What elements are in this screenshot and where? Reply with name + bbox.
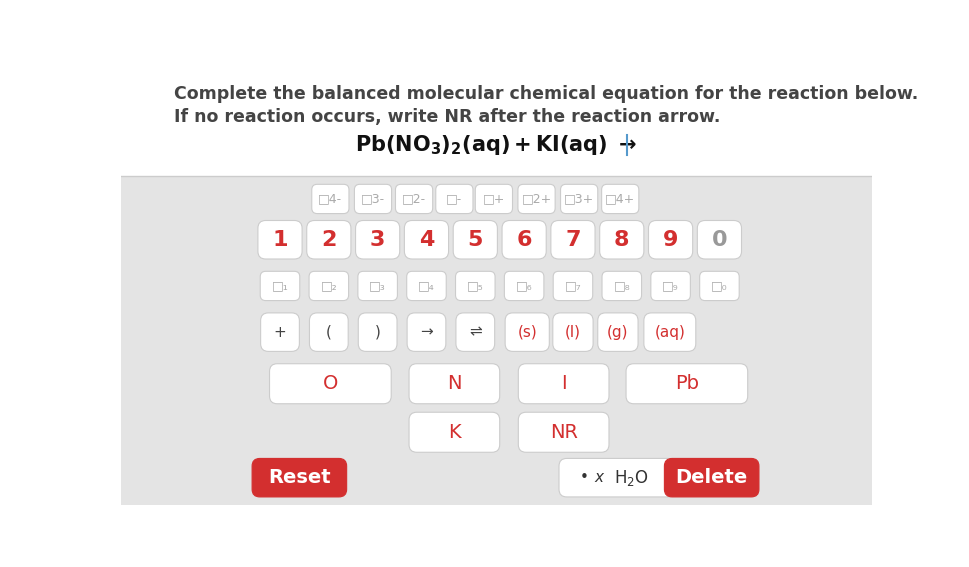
- Text: □3+: □3+: [564, 192, 594, 205]
- FancyBboxPatch shape: [309, 313, 348, 352]
- Text: Pb: Pb: [674, 374, 699, 393]
- Text: Complete the balanced molecular chemical equation for the reaction below.: Complete the balanced molecular chemical…: [173, 85, 918, 103]
- FancyBboxPatch shape: [700, 272, 739, 301]
- FancyBboxPatch shape: [559, 459, 675, 497]
- Text: 5: 5: [468, 230, 483, 249]
- Text: O: O: [323, 374, 338, 393]
- Text: (s): (s): [517, 325, 537, 340]
- Text: □2+: □2+: [521, 192, 551, 205]
- FancyBboxPatch shape: [552, 313, 593, 352]
- FancyBboxPatch shape: [626, 363, 748, 404]
- FancyBboxPatch shape: [665, 459, 759, 497]
- Text: •: •: [580, 470, 589, 485]
- Text: 1: 1: [272, 230, 288, 249]
- FancyBboxPatch shape: [312, 184, 349, 214]
- Text: (g): (g): [608, 325, 629, 340]
- FancyBboxPatch shape: [436, 184, 473, 214]
- Text: 9: 9: [663, 230, 678, 249]
- Text: NR: NR: [549, 423, 578, 442]
- Text: 4: 4: [419, 230, 434, 249]
- FancyBboxPatch shape: [409, 412, 500, 452]
- FancyBboxPatch shape: [359, 313, 397, 352]
- Text: 3: 3: [370, 230, 386, 249]
- Text: K: K: [448, 423, 460, 442]
- FancyBboxPatch shape: [407, 272, 447, 301]
- Text: 0: 0: [711, 230, 728, 249]
- FancyBboxPatch shape: [643, 313, 696, 352]
- FancyBboxPatch shape: [309, 272, 349, 301]
- FancyBboxPatch shape: [261, 272, 299, 301]
- FancyBboxPatch shape: [455, 272, 495, 301]
- Text: □₇: □₇: [565, 280, 581, 293]
- FancyBboxPatch shape: [307, 221, 351, 259]
- FancyBboxPatch shape: [550, 221, 595, 259]
- Text: □3-: □3-: [360, 192, 385, 205]
- Text: □+: □+: [483, 192, 505, 205]
- Text: 7: 7: [565, 230, 580, 249]
- Text: +: +: [273, 325, 287, 340]
- Text: (l): (l): [565, 325, 581, 340]
- FancyBboxPatch shape: [355, 184, 391, 214]
- Text: □₂: □₂: [321, 280, 337, 293]
- Bar: [121, 176, 872, 505]
- Text: □₈: □₈: [613, 280, 630, 293]
- FancyBboxPatch shape: [648, 221, 693, 259]
- Text: □₁: □₁: [271, 280, 289, 293]
- FancyBboxPatch shape: [456, 313, 495, 352]
- FancyBboxPatch shape: [358, 272, 397, 301]
- Text: □₀: □₀: [711, 280, 728, 293]
- FancyBboxPatch shape: [651, 272, 690, 301]
- Text: 6: 6: [516, 230, 532, 249]
- FancyBboxPatch shape: [356, 221, 400, 259]
- FancyBboxPatch shape: [600, 221, 643, 259]
- Text: □₆: □₆: [516, 280, 532, 293]
- FancyBboxPatch shape: [395, 184, 433, 214]
- Text: □2-: □2-: [402, 192, 426, 205]
- FancyBboxPatch shape: [553, 272, 593, 301]
- FancyBboxPatch shape: [476, 184, 513, 214]
- FancyBboxPatch shape: [517, 184, 555, 214]
- Text: I: I: [561, 374, 567, 393]
- FancyBboxPatch shape: [518, 363, 609, 404]
- Text: →: →: [421, 325, 433, 340]
- Text: ⇌: ⇌: [469, 325, 482, 340]
- FancyBboxPatch shape: [505, 313, 549, 352]
- FancyBboxPatch shape: [258, 221, 302, 259]
- Text: □4+: □4+: [605, 192, 636, 205]
- FancyBboxPatch shape: [407, 313, 446, 352]
- FancyBboxPatch shape: [504, 272, 544, 301]
- FancyBboxPatch shape: [502, 221, 547, 259]
- FancyBboxPatch shape: [518, 412, 609, 452]
- FancyBboxPatch shape: [698, 221, 741, 259]
- Text: □-: □-: [447, 192, 462, 205]
- Text: 2: 2: [321, 230, 336, 249]
- Text: □₅: □₅: [467, 280, 484, 293]
- Text: □4-: □4-: [318, 192, 342, 205]
- FancyBboxPatch shape: [252, 459, 347, 497]
- Text: $x$: $x$: [594, 470, 606, 485]
- Text: N: N: [447, 374, 461, 393]
- FancyBboxPatch shape: [598, 313, 638, 352]
- Text: If no reaction occurs, write NR after the reaction arrow.: If no reaction occurs, write NR after th…: [173, 108, 720, 126]
- Text: $\mathbf{Pb(NO_3)_2(aq) + KI(aq)\ \rightarrow}$: $\mathbf{Pb(NO_3)_2(aq) + KI(aq)\ \right…: [356, 133, 637, 157]
- Bar: [121, 68, 872, 176]
- Text: Reset: Reset: [268, 468, 330, 487]
- Text: ): ): [375, 325, 381, 340]
- Text: □₄: □₄: [418, 280, 435, 293]
- FancyBboxPatch shape: [602, 184, 639, 214]
- Text: (aq): (aq): [654, 325, 685, 340]
- Text: $\mathrm{H_2O}$: $\mathrm{H_2O}$: [613, 468, 648, 488]
- Text: 8: 8: [614, 230, 630, 249]
- FancyBboxPatch shape: [261, 313, 299, 352]
- Text: □₃: □₃: [369, 280, 386, 293]
- Text: □₉: □₉: [662, 280, 679, 293]
- FancyBboxPatch shape: [602, 272, 641, 301]
- FancyBboxPatch shape: [404, 221, 449, 259]
- FancyBboxPatch shape: [453, 221, 497, 259]
- Text: Delete: Delete: [675, 468, 748, 487]
- FancyBboxPatch shape: [560, 184, 598, 214]
- FancyBboxPatch shape: [269, 363, 391, 404]
- FancyBboxPatch shape: [409, 363, 500, 404]
- Text: (: (: [326, 325, 331, 340]
